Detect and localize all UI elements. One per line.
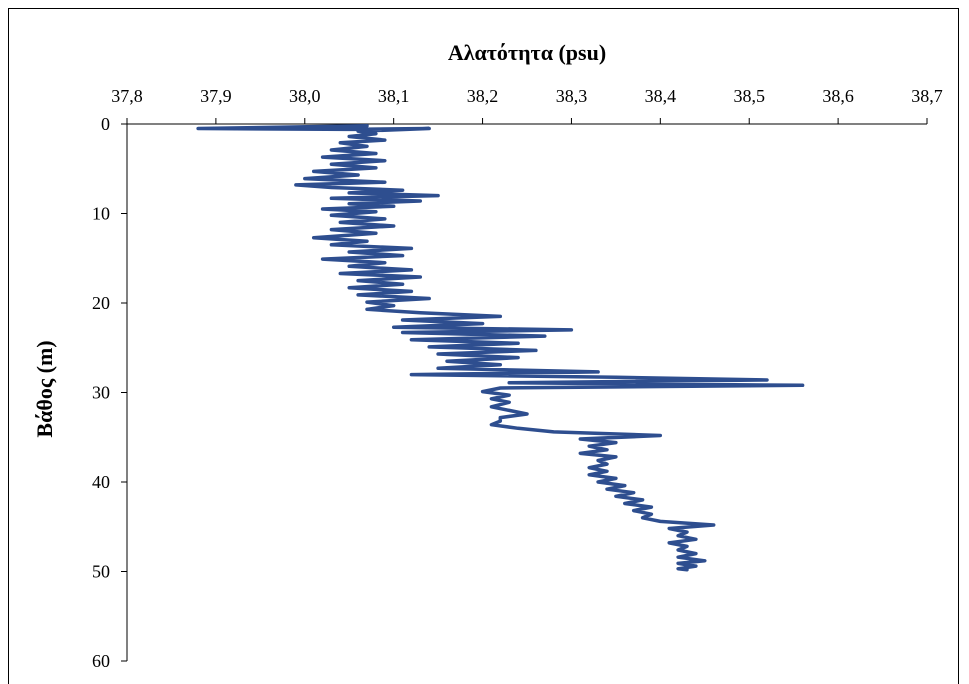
series-layer [196, 124, 805, 572]
y-tick-label: 30 [92, 383, 110, 403]
x-tick-label: 38,0 [289, 86, 321, 106]
series-line-salinity [196, 124, 805, 572]
axes: 37,8 37,9 38,0 38,1 38,2 38,3 38,4 38,5 38,6 38,7… [92, 86, 943, 671]
y-tick-label: 40 [92, 472, 110, 492]
x-tick-label: 38,3 [556, 86, 588, 106]
x-tick-label: 38,1 [378, 86, 410, 106]
y-tick-label: 0 [101, 114, 110, 134]
y-tick-label: 60 [92, 651, 110, 671]
x-axis-title: Αλατότητα (psu) [448, 40, 606, 65]
x-tick-label: 37,9 [200, 86, 232, 106]
y-tick-label: 50 [92, 562, 110, 582]
y-tick-label: 20 [92, 293, 110, 313]
y-tick-label: 10 [92, 204, 110, 224]
x-tick-label: 38,4 [645, 86, 677, 106]
x-tick-label: 38,7 [911, 86, 943, 106]
x-tick-label: 38,6 [822, 86, 854, 106]
x-tick-label: 38,2 [467, 86, 499, 106]
y-axis-title: Βάθος (m) [32, 340, 57, 437]
x-tick-label: 38,5 [733, 86, 765, 106]
x-tick-label: 37,8 [111, 86, 143, 106]
